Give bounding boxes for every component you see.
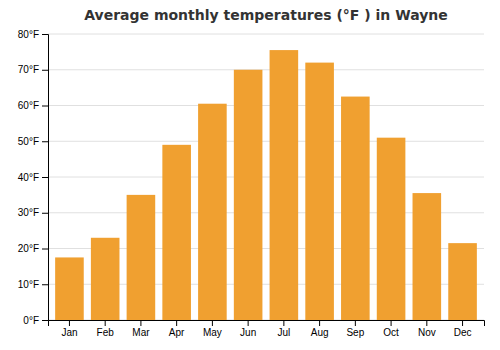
bar <box>162 145 191 320</box>
tick-label: 50°F <box>18 136 39 147</box>
bar <box>270 50 299 320</box>
grid <box>48 34 484 320</box>
y-tick: 80°F <box>18 29 48 40</box>
tick-label: Jan <box>61 327 77 338</box>
y-tick: 60°F <box>18 100 48 111</box>
tick-label: Nov <box>418 327 436 338</box>
axis-line <box>42 35 49 321</box>
tick-mark <box>283 320 284 326</box>
grid-line <box>48 34 484 35</box>
tick-label: 10°F <box>18 279 39 290</box>
tick-label: 40°F <box>18 172 39 183</box>
x-tick: Oct <box>383 320 399 338</box>
bar <box>377 138 406 320</box>
axis-line <box>49 321 485 327</box>
tick-label: Mar <box>132 327 150 338</box>
chart-container: 0°F 10°F 20°F 30°F 40°F 50°F 60°F 70°F 80°F Jan Fe… <box>0 0 500 350</box>
x-tick: Aug <box>311 320 329 338</box>
tick-label: Oct <box>383 327 399 338</box>
x-tick: Nov <box>418 320 436 338</box>
y-tick: 50°F <box>18 136 48 147</box>
tick-mark <box>212 320 213 326</box>
y-tick: 30°F <box>18 207 48 218</box>
tick-mark <box>426 320 427 326</box>
x-tick: Dec <box>454 320 472 338</box>
tick-mark <box>42 70 48 71</box>
tick-label: 60°F <box>18 100 39 111</box>
x-tick: Sep <box>346 320 364 338</box>
bar <box>234 70 263 320</box>
tick-mark <box>42 34 48 35</box>
y-axis: 0°F 10°F 20°F 30°F 40°F 50°F 60°F 70°F 80°F <box>18 29 49 326</box>
x-tick: May <box>203 320 222 338</box>
tick-mark <box>42 249 48 250</box>
tick-label: 30°F <box>18 207 39 218</box>
bar <box>55 257 84 320</box>
tick-mark <box>248 320 249 326</box>
grid-line <box>48 141 484 142</box>
tick-mark <box>462 320 463 326</box>
tick-mark <box>176 320 177 326</box>
bar <box>91 238 120 320</box>
y-tick: 10°F <box>18 279 48 290</box>
bars <box>55 50 477 320</box>
x-tick: Apr <box>169 320 185 338</box>
tick-label: 70°F <box>18 64 39 75</box>
tick-mark <box>42 106 48 107</box>
bar <box>127 195 156 320</box>
tick-mark <box>42 213 48 214</box>
tick-label: Apr <box>169 327 185 338</box>
x-axis: Jan Feb Mar Apr May Jun Jul Aug Sep Oct Nov Dec <box>49 320 485 338</box>
tick-mark <box>42 177 48 178</box>
grid-line <box>48 177 484 178</box>
x-tick: Jul <box>277 320 290 338</box>
x-tick: Feb <box>97 320 115 338</box>
bar <box>413 193 442 320</box>
bar <box>198 104 227 320</box>
tick-mark <box>69 320 70 326</box>
tick-label: 0°F <box>23 315 39 326</box>
tick-label: Dec <box>454 327 472 338</box>
bar <box>305 63 334 320</box>
tick-label: Sep <box>346 327 364 338</box>
tick-label: Jul <box>277 327 290 338</box>
tick-label: Feb <box>97 327 115 338</box>
plot: 0°F 10°F 20°F 30°F 40°F 50°F 60°F 70°F 80°F Jan Fe… <box>18 29 485 338</box>
bar <box>448 243 477 320</box>
tick-mark <box>319 320 320 326</box>
grid-line <box>48 69 484 70</box>
grid-line <box>48 105 484 106</box>
y-tick: 70°F <box>18 64 48 75</box>
tick-mark <box>391 320 392 326</box>
x-tick: Mar <box>132 320 150 338</box>
title: Average monthly temperatures (°F ) in Wa… <box>84 7 448 23</box>
x-tick: Jun <box>240 320 256 338</box>
tick-mark <box>42 320 48 321</box>
tick-mark <box>140 320 141 326</box>
y-tick: 0°F <box>23 315 48 326</box>
tick-label: May <box>203 327 222 338</box>
tick-label: 80°F <box>18 29 39 40</box>
tick-mark <box>355 320 356 326</box>
tick-label: Jun <box>240 327 256 338</box>
tick-mark <box>42 284 48 285</box>
tick-label: Aug <box>311 327 329 338</box>
y-tick: 40°F <box>18 172 48 183</box>
chart-svg: 0°F 10°F 20°F 30°F 40°F 50°F 60°F 70°F 80°F Jan Fe… <box>0 0 500 350</box>
tick-mark <box>42 141 48 142</box>
tick-label: 20°F <box>18 243 39 254</box>
tick-mark <box>105 320 106 326</box>
y-tick: 20°F <box>18 243 48 254</box>
x-tick: Jan <box>61 320 77 338</box>
bar <box>341 97 370 320</box>
